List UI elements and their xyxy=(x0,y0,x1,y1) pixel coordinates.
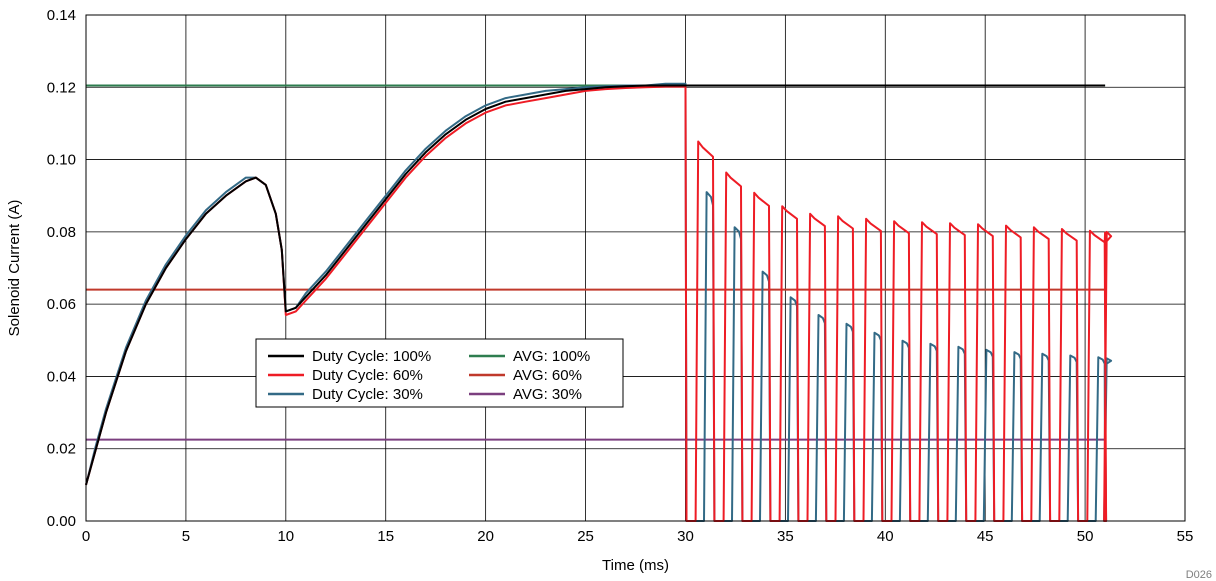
x-tick-label: 15 xyxy=(377,528,394,545)
x-tick-label: 10 xyxy=(277,528,294,545)
y-tick-label: 0.10 xyxy=(47,152,76,169)
x-tick-label: 0 xyxy=(82,528,90,545)
y-tick-label: 0.08 xyxy=(47,224,76,241)
legend-label: AVG: 30% xyxy=(513,386,582,403)
x-tick-label: 35 xyxy=(777,528,794,545)
y-axis-ticks: 0.00 0.02 0.04 0.06 0.08 0.10 0.12 0.14 xyxy=(47,7,76,530)
legend-label: Duty Cycle: 100% xyxy=(312,348,431,365)
x-tick-label: 40 xyxy=(877,528,894,545)
y-tick-label: 0.14 xyxy=(47,7,76,24)
x-tick-label: 5 xyxy=(182,528,190,545)
x-tick-label: 30 xyxy=(677,528,694,545)
y-tick-label: 0.00 xyxy=(47,513,76,530)
x-tick-label: 55 xyxy=(1177,528,1194,545)
y-tick-label: 0.02 xyxy=(47,441,76,458)
series-duty-cycle-30- xyxy=(85,82,1113,522)
x-axis-title: Time (ms) xyxy=(602,557,669,574)
series-lines xyxy=(85,82,1113,522)
legend: Duty Cycle: 100% AVG: 100% Duty Cycle: 60%… xyxy=(255,338,624,408)
x-axis-ticks: 0 5 10 15 20 25 30 35 40 45 50 55 xyxy=(82,528,1194,545)
y-tick-label: 0.04 xyxy=(47,368,76,385)
legend-label: Duty Cycle: 60% xyxy=(312,367,423,384)
x-tick-label: 25 xyxy=(577,528,594,545)
x-tick-label: 45 xyxy=(977,528,994,545)
legend-label: Duty Cycle: 30% xyxy=(312,386,423,403)
legend-label: AVG: 100% xyxy=(513,348,590,365)
legend-box xyxy=(255,338,624,408)
x-tick-label: 50 xyxy=(1077,528,1094,545)
plot-area-frame xyxy=(85,14,1186,522)
series-duty-cycle-100- xyxy=(85,84,1106,486)
figure-id-footnote: D026 xyxy=(1186,569,1212,581)
x-tick-label: 20 xyxy=(477,528,494,545)
y-axis-title: Solenoid Current (A) xyxy=(6,200,23,337)
y-tick-label: 0.06 xyxy=(47,296,76,313)
y-tick-label: 0.12 xyxy=(47,79,76,96)
legend-label: AVG: 60% xyxy=(513,367,582,384)
